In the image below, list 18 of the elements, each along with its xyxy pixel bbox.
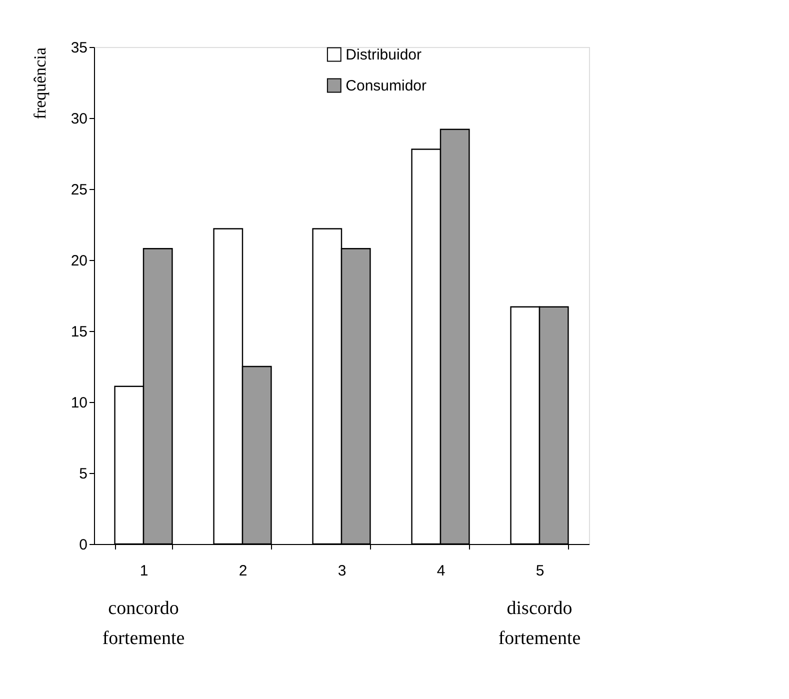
y-tick-label: 15	[70, 324, 88, 340]
y-tick-label: 0	[79, 536, 88, 554]
y-tick-label: 10	[70, 394, 88, 412]
legend-label: Consumidor	[346, 78, 427, 94]
y-tick-label: 5	[79, 466, 88, 482]
text: concordo fortemente	[102, 598, 185, 649]
y-axis-title: frequência	[30, 47, 50, 120]
x-tick-label: 4	[436, 562, 446, 580]
y-tick-label: 30	[70, 110, 88, 128]
x-tick-label: 1	[140, 562, 148, 580]
y-tick-label: 35	[70, 40, 88, 56]
x-tick-label: 3	[338, 562, 346, 580]
text: discordo fortemente	[498, 598, 581, 649]
x-tick-label: 2	[238, 562, 248, 580]
y-tick-label: 20	[70, 252, 88, 270]
x-tick-label: 5	[536, 562, 544, 580]
y-tick-label: 25	[70, 182, 88, 198]
legend-label: Distribuidor	[346, 46, 422, 64]
